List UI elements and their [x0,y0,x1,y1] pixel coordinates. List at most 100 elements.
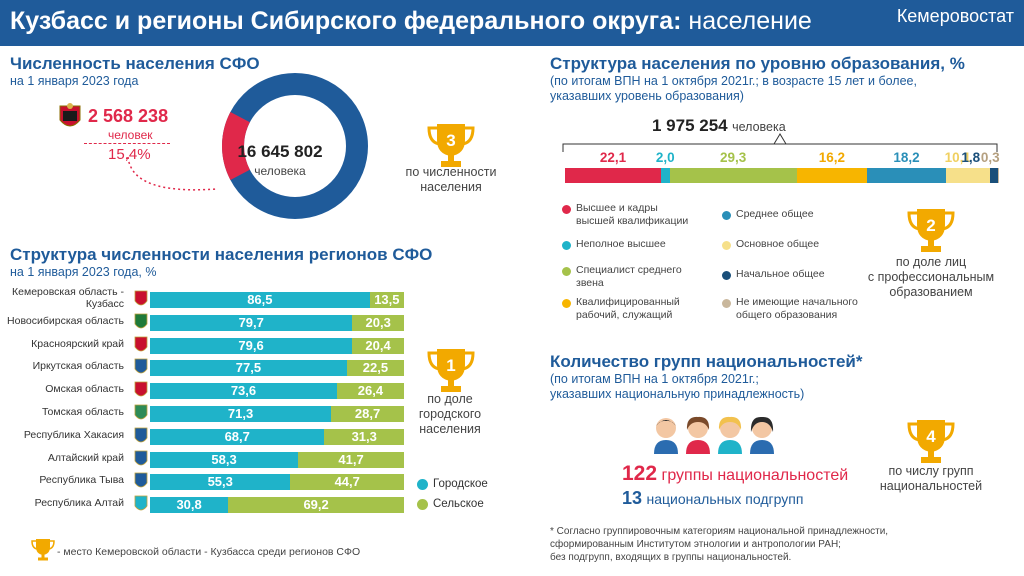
education-bar-segment [796,168,868,183]
urban-bar-segment: 30,8 [150,497,229,514]
urban-bar-segment: 58,3 [150,451,299,468]
kuzbass-divider [84,143,170,144]
region-name: Иркутская область [32,360,124,373]
nationality-groups: 122 группы национальностей [622,462,849,485]
region-name: Республика Алтай [34,497,124,510]
urban-bar-segment: 55,3 [150,474,291,491]
rural-bar-segment: 31,3 [324,428,404,445]
region-name: Кемеровская область - Кузбасс [12,286,124,310]
urban-bar-segment: 77,5 [150,360,347,377]
education-legend-dot [722,211,731,220]
legend-urban-label: Городское [433,478,488,490]
region-emblem-icon [134,495,148,511]
urban-bar-segment: 79,6 [150,337,353,354]
region-emblem-icon [134,472,148,488]
education-legend-dot [562,267,571,276]
region-row: Кемеровская область - Кузбасс 86,5 13,5 [0,286,404,310]
education-legend-dot [562,205,571,214]
education-value-labels: 22,1 2,0 29,3 16,2 18,2 10,1 1,8 0,3 [565,150,1000,168]
trophy-footnote: - место Кемеровской области - Кузбасса с… [57,546,361,558]
rural-bar-segment: 26,4 [336,383,404,400]
urban-rural-bar-chart: Кемеровская область - Кузбасс 86,5 13,5 Ново… [0,286,410,518]
education-subtitle-2: указавших уровень образования) [550,89,744,103]
svg-text:3: 3 [446,131,455,150]
education-bar-segment [660,168,670,183]
education-legend-label: Квалифицированный рабочий, служащий [576,296,680,321]
urban-bar-segment: 79,7 [150,314,353,331]
region-bar: 55,3 44,7 [150,474,404,491]
education-value-label: 22,1 [599,150,627,165]
education-subtitle-1: (по итогам ВПН на 1 октября 2021г.; в во… [550,74,917,88]
structure-subtitle: на 1 января 2023 года, % [10,265,157,279]
education-value-label: 1,8 [961,150,981,165]
education-value-label: 0,3 [980,150,1000,165]
education-bar-segment [565,168,661,183]
urban-bar-segment: 71,3 [150,406,332,422]
education-legend-label: Не имеющие начального общего образования [736,296,858,321]
region-bar: 77,5 22,5 [150,360,404,377]
region-row: Республика Тыва 55,3 44,7 [0,472,404,491]
education-legend-dot [562,241,571,250]
people-icon [652,414,782,454]
region-name: Республика Тыва [39,474,124,487]
region-bar: 79,7 20,3 [150,314,404,331]
legend-rural-label: Сельское [433,498,484,510]
trophy-icon: 3 [427,124,475,167]
urban-bar-segment: 68,7 [150,428,325,445]
rural-bar-segment: 44,7 [290,474,404,491]
education-legend: Высшее и кадры высшей квалификации Среднее… [562,198,892,328]
region-emblem-icon [134,290,148,306]
region-bar: 79,6 20,4 [150,337,404,354]
education-bar-segment [867,168,947,183]
region-emblem-icon [134,358,148,374]
urban-bar-segment: 73,6 [150,383,337,400]
region-emblem-icon [134,381,148,397]
nationality-subgroups: 13 национальных подгрупп [622,488,804,508]
education-legend-dot [722,241,731,250]
trophy-footnote-icon [31,539,55,561]
region-emblem-icon [134,404,148,420]
trophy-icon: 1 [427,349,475,392]
education-legend-dot [722,299,731,308]
trophy-rank-3-caption: по численности населения [405,165,497,194]
region-bar: 30,8 69,2 [150,497,404,514]
kuzbass-population-value: 2 568 238 [88,106,169,126]
nationalities-subtitle-1: (по итогам ВПН на 1 октября 2021г.; [550,372,759,386]
sfo-total-unit: человека [254,164,306,178]
trophy-rank-1-caption: по доле городского населения [418,392,482,436]
svg-text:4: 4 [926,427,936,446]
region-row: Красноярский край 79,6 20,4 [0,336,404,354]
rural-bar-segment: 13,5 [369,292,404,308]
education-legend-label: Среднее общее [736,208,814,220]
education-total: 1 975 254 человека [652,116,786,135]
region-name: Новосибирская область [7,314,124,327]
region-emblem-icon [134,427,148,443]
education-bracket [562,133,998,152]
trophy-rank-4: 4 [905,416,957,473]
population-subtitle: на 1 января 2023 года [10,74,139,88]
region-emblem-icon [134,450,148,465]
region-row: Томская область 71,3 28,7 [0,404,404,422]
trophy-icon: 2 [907,209,955,252]
trophy-rank-2: 2 [905,205,957,262]
urban-bar-segment: 86,5 [150,292,370,308]
region-row: Республика Алтай 30,8 69,2 [0,495,404,514]
education-bar-segment [669,168,797,183]
trophy-rank-4-caption: по числу групп национальностей [879,464,983,493]
education-bar-segment [997,168,999,183]
region-emblem-icon [134,313,148,329]
rural-bar-segment: 41,7 [298,451,404,468]
region-row: Республика Хакасия 68,7 31,3 [0,427,404,445]
education-legend-dot [562,299,571,308]
region-bar: 86,5 13,5 [150,292,404,308]
region-name: Омская область [45,383,124,396]
education-value-label: 2,0 [655,150,675,165]
rural-bar-segment: 20,3 [352,314,404,331]
pointer-dotted-line [127,156,217,191]
region-row: Новосибирская область 79,7 20,3 [0,313,404,331]
education-title: Структура населения по уровню образовани… [550,54,965,73]
kuzbass-share: 15,4% [108,146,151,163]
education-value-label: 18,2 [893,150,920,165]
population-title: Численность населения СФО [10,54,260,73]
region-bar: 71,3 28,7 [150,406,404,422]
